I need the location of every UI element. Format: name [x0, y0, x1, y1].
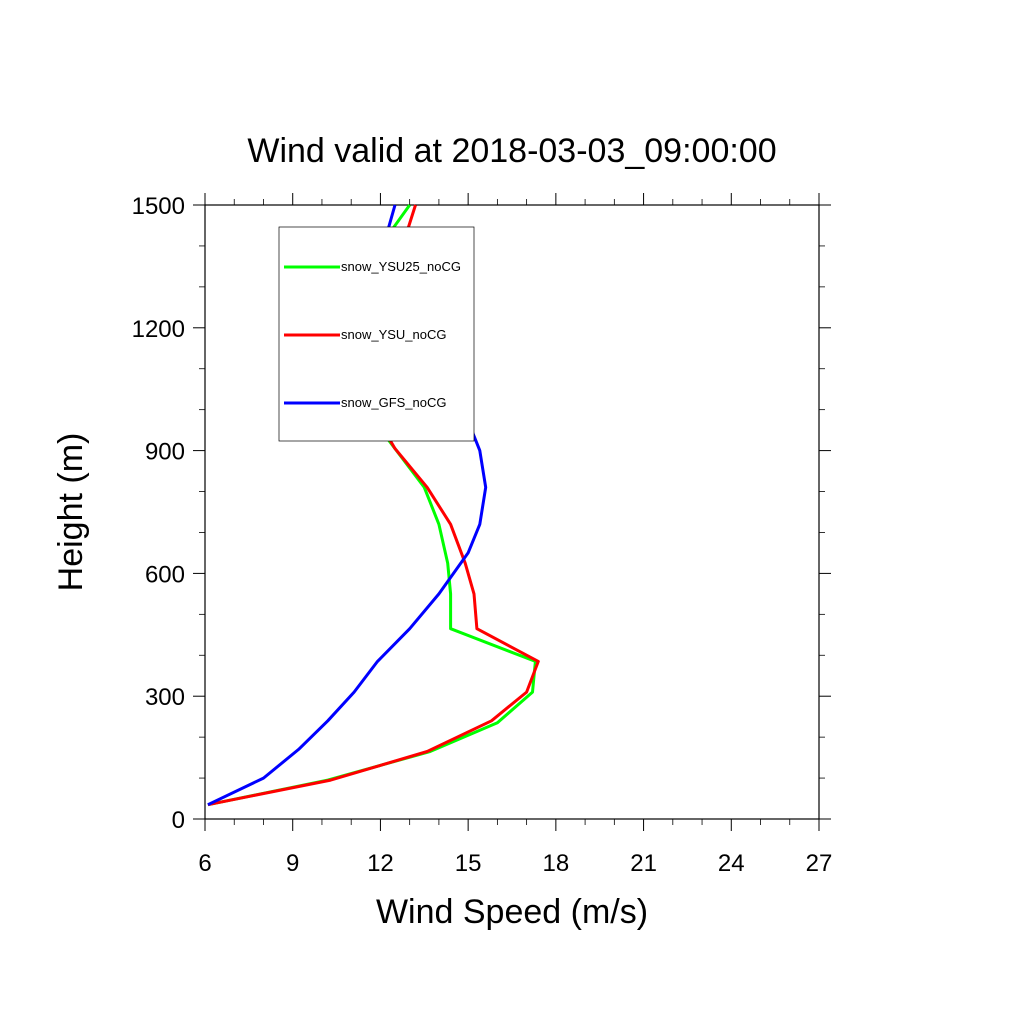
legend-label: snow_YSU_noCG	[341, 327, 447, 342]
y-tick-label: 0	[172, 807, 185, 834]
x-tick-label: 24	[718, 850, 745, 877]
x-tick-label: 9	[286, 850, 299, 877]
y-tick-label: 1500	[132, 193, 185, 220]
y-tick-label: 600	[145, 561, 185, 588]
x-tick-labels: 6 9 12 15 18 21 24 27	[198, 850, 832, 877]
chart-title: Wind valid at 2018-03-03_09:00:00	[247, 132, 776, 170]
legend-label: snow_GFS_noCG	[341, 395, 447, 410]
y-tick-label: 1200	[132, 316, 185, 343]
y-axis-label: Height (m)	[52, 433, 90, 592]
x-tick-label: 21	[630, 850, 657, 877]
y-tick-label: 900	[145, 439, 185, 466]
y-tick-label: 300	[145, 684, 185, 711]
x-tick-label: 18	[543, 850, 570, 877]
legend: snow_YSU25_noCG snow_YSU_noCG snow_GFS_noC…	[278, 226, 475, 442]
major-ticks	[193, 193, 831, 831]
legend-label: snow_YSU25_noCG	[341, 259, 461, 274]
x-tick-label: 15	[455, 850, 482, 877]
plot-frame	[204, 204, 820, 820]
minor-ticks	[199, 199, 825, 825]
x-tick-label: 27	[806, 850, 833, 877]
y-tick-labels: 0 300 600 900 1200 1500	[132, 193, 185, 834]
x-tick-label: 6	[198, 850, 211, 877]
x-tick-label: 12	[367, 850, 394, 877]
x-axis-label: Wind Speed (m/s)	[376, 893, 648, 931]
